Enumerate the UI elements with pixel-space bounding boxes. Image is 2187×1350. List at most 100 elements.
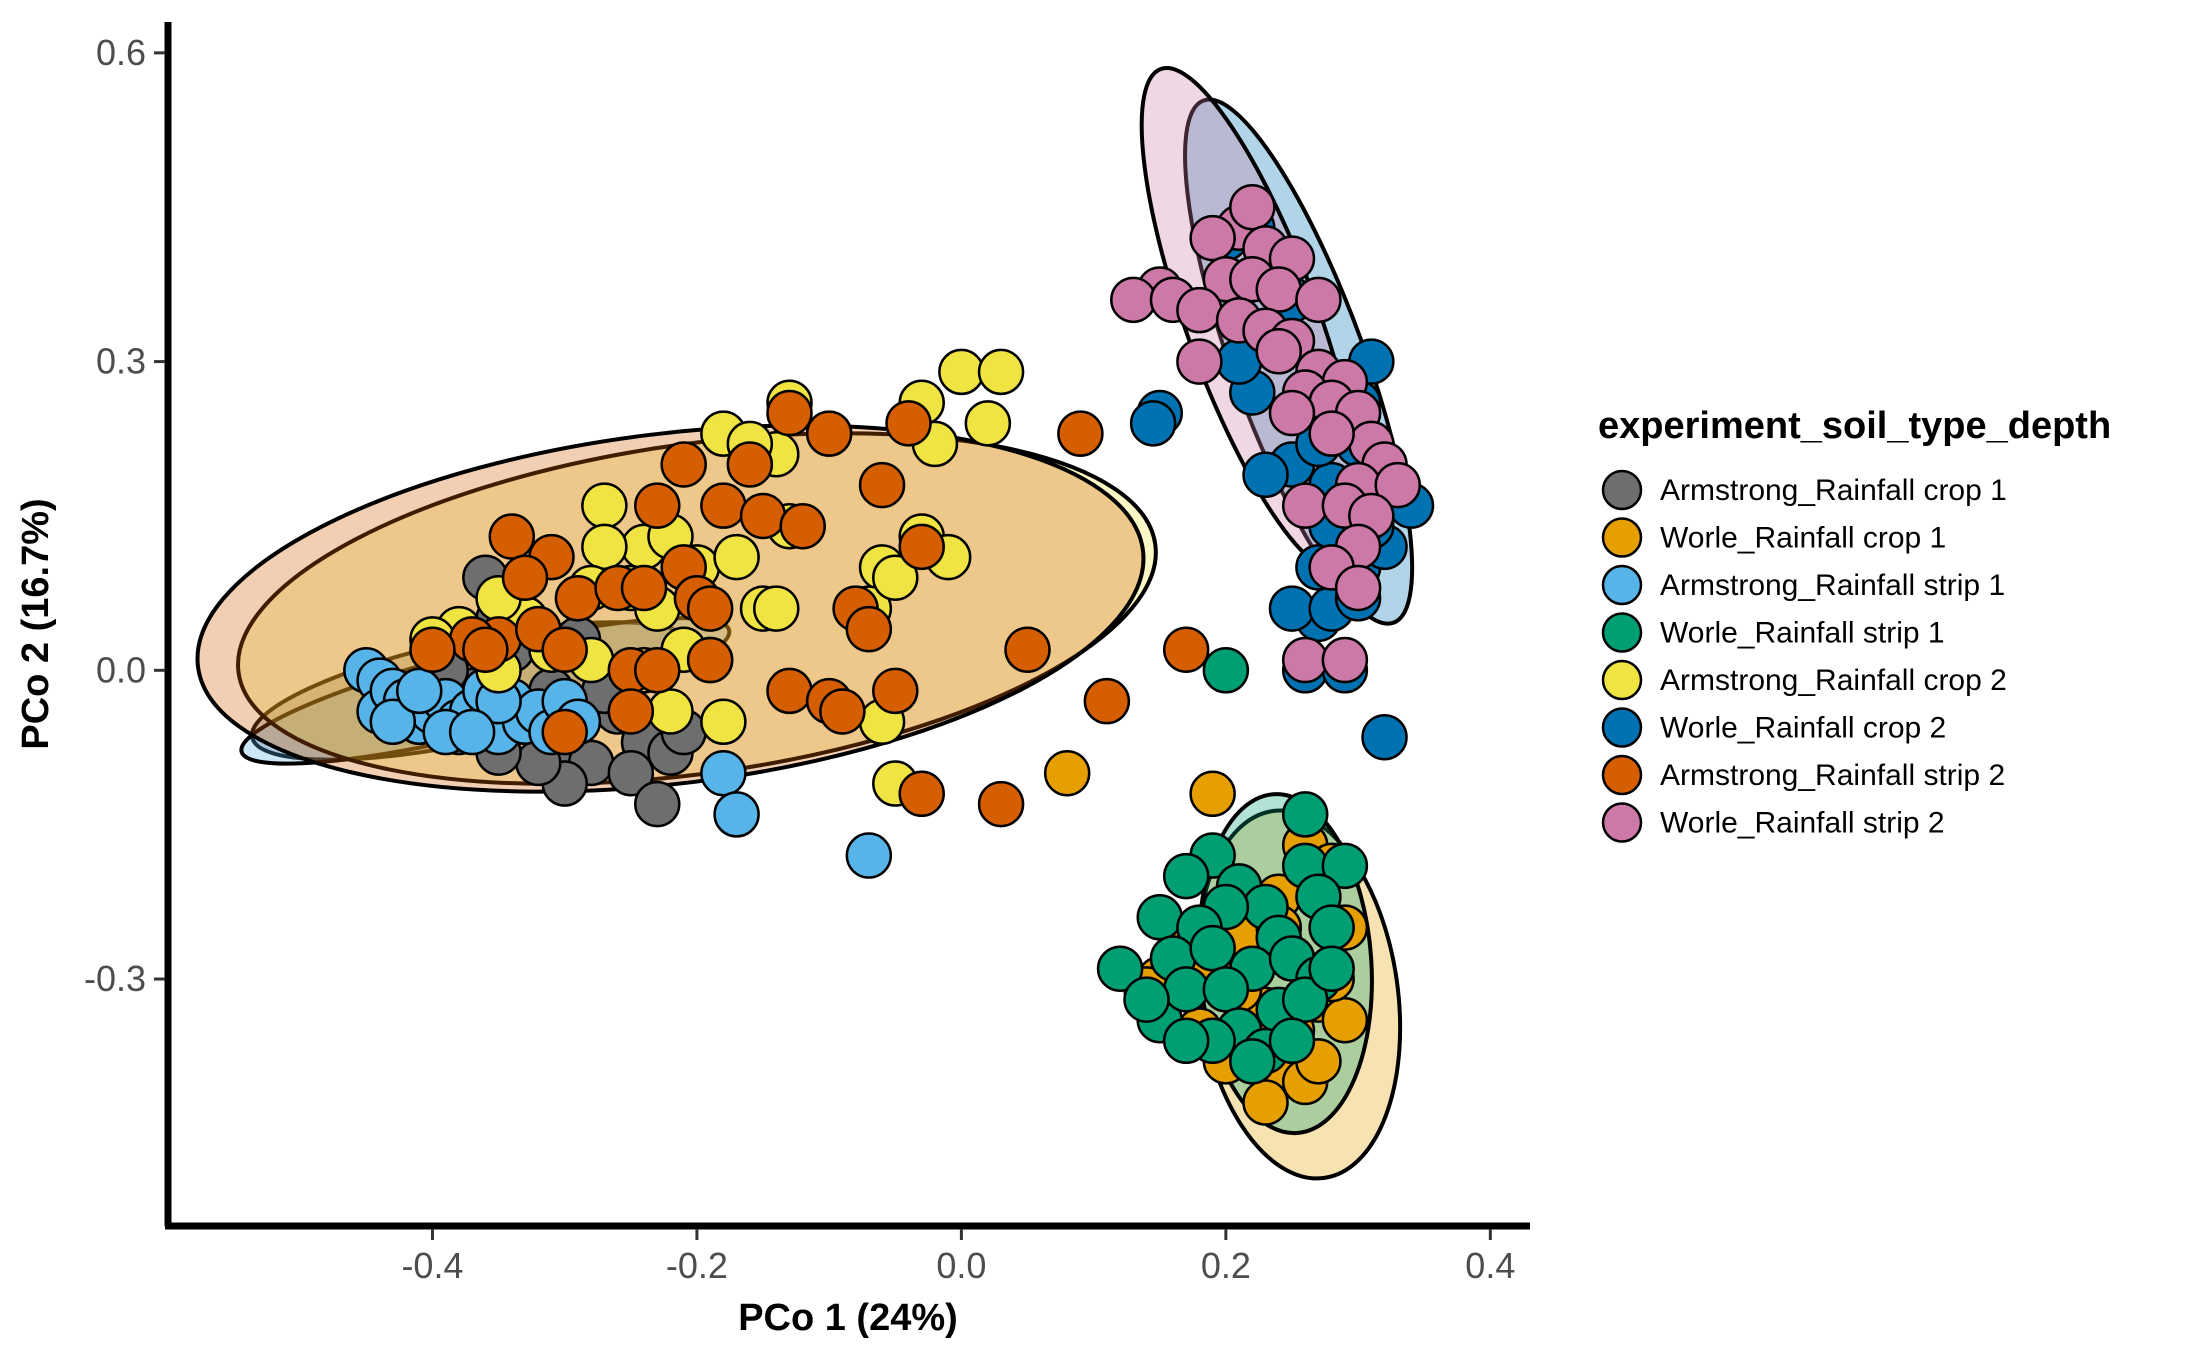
legend-label: Armstrong_Rainfall crop 2 — [1660, 664, 2007, 697]
point-armstrong-rainfall-strip-1 — [395, 667, 443, 715]
x-tick-label: -0.2 — [666, 1245, 728, 1286]
point-armstrong-rainfall-strip-2 — [805, 410, 853, 457]
legend-label: Worle_Rainfall crop 2 — [1660, 712, 1946, 745]
point-worle-rainfall-strip-2 — [1255, 266, 1303, 313]
point-armstrong-rainfall-strip-1 — [448, 708, 496, 756]
point-worle-rainfall-crop-1 — [1242, 1079, 1289, 1126]
point-worle-rainfall-strip-2 — [1268, 389, 1316, 437]
point-worle-rainfall-strip-1 — [1162, 1017, 1210, 1065]
point-armstrong-rainfall-strip-2 — [700, 482, 747, 529]
point-worle-rainfall-strip-2 — [1110, 276, 1157, 324]
axes: -0.4 -0.2 0.0 0.2 0.4 -0.3 0.0 0.3 0.6 PCo 1 (2… — [15, 22, 1530, 1339]
x-ticks: -0.4 -0.2 0.0 0.2 0.4 — [401, 1229, 1515, 1286]
point-worle-rainfall-strip-1 — [1308, 945, 1355, 992]
point-armstrong-rainfall-crop-2 — [977, 348, 1025, 396]
point-armstrong-rainfall-strip-2 — [541, 708, 588, 756]
point-armstrong-rainfall-strip-2 — [686, 585, 734, 632]
legend-label: Worle_Rainfall crop 1 — [1660, 522, 1946, 555]
legend: experiment_soil_type_depth Armstrong_Rai… — [1598, 405, 2111, 843]
legend-label: Worle_Rainfall strip 1 — [1660, 617, 1945, 650]
point-worle-rainfall-strip-1 — [1308, 904, 1355, 951]
point-worle-rainfall-crop-1 — [1189, 770, 1236, 818]
point-armstrong-rainfall-crop-2 — [753, 585, 800, 632]
point-armstrong-rainfall-crop-2 — [713, 533, 760, 581]
point-worle-rainfall-strip-2 — [1189, 214, 1236, 262]
point-worle-rainfall-crop-2 — [1129, 400, 1177, 447]
point-worle-rainfall-strip-2 — [1334, 564, 1382, 612]
y-tick-label: -0.3 — [84, 958, 146, 999]
legend-label: Worle_Rainfall strip 2 — [1660, 807, 1945, 840]
point-armstrong-rainfall-strip-2 — [739, 492, 787, 540]
legend-label: Armstrong_Rainfall crop 1 — [1660, 474, 2007, 507]
x-tick-label: 0.2 — [1201, 1245, 1251, 1286]
point-armstrong-rainfall-strip-2 — [845, 605, 893, 653]
point-armstrong-rainfall-strip-2 — [726, 441, 774, 488]
x-tick-label: 0.4 — [1465, 1245, 1515, 1286]
point-worle-rainfall-strip-2 — [1374, 461, 1422, 509]
x-axis-title: PCo 1 (24%) — [738, 1297, 958, 1339]
point-worle-rainfall-strip-1 — [1096, 945, 1144, 992]
point-worle-rainfall-strip-1 — [1123, 976, 1170, 1023]
y-tick-label: 0.6 — [96, 32, 146, 73]
data-points — [343, 183, 1435, 1126]
legend-key — [1601, 659, 1643, 701]
point-worle-rainfall-strip-1 — [1136, 894, 1183, 941]
point-armstrong-rainfall-strip-2 — [977, 780, 1025, 828]
point-armstrong-rainfall-strip-2 — [819, 688, 866, 735]
point-armstrong-rainfall-crop-2 — [700, 698, 747, 746]
point-armstrong-rainfall-strip-2 — [898, 770, 945, 818]
point-armstrong-rainfall-strip-2 — [620, 564, 668, 612]
point-worle-rainfall-strip-2 — [1281, 636, 1329, 684]
point-worle-rainfall-strip-2 — [1255, 328, 1303, 375]
point-armstrong-rainfall-strip-2 — [462, 626, 509, 673]
point-worle-rainfall-strip-2 — [1229, 183, 1276, 231]
point-armstrong-rainfall-strip-2 — [501, 554, 549, 601]
point-worle-rainfall-strip-1 — [1281, 976, 1329, 1023]
legend-key — [1601, 564, 1643, 606]
x-tick-label: 0.0 — [936, 1245, 986, 1286]
point-worle-rainfall-strip-2 — [1321, 636, 1369, 684]
point-armstrong-rainfall-crop-2 — [938, 348, 985, 396]
legend-key — [1601, 612, 1643, 653]
y-tick-label: 0.3 — [96, 341, 146, 382]
y-axis-title: PCo 2 (16.7%) — [15, 498, 57, 749]
point-worle-rainfall-strip-2 — [1176, 286, 1223, 334]
point-armstrong-rainfall-strip-2 — [607, 688, 655, 735]
legend-key — [1601, 469, 1643, 511]
point-worle-rainfall-strip-1 — [1281, 791, 1329, 838]
point-armstrong-rainfall-strip-2 — [634, 482, 681, 529]
point-armstrong-rainfall-strip-2 — [634, 647, 681, 694]
point-armstrong-rainfall-strip-2 — [488, 513, 536, 560]
point-armstrong-rainfall-crop-1 — [607, 749, 655, 797]
legend-key — [1601, 802, 1643, 843]
point-armstrong-rainfall-crop-2 — [872, 554, 919, 601]
point-worle-rainfall-strip-1 — [1229, 1038, 1276, 1085]
point-armstrong-rainfall-strip-2 — [858, 461, 906, 509]
point-worle-rainfall-crop-2 — [1242, 451, 1289, 499]
point-armstrong-rainfall-strip-2 — [541, 626, 588, 673]
point-armstrong-rainfall-strip-2 — [898, 523, 945, 571]
point-armstrong-rainfall-crop-2 — [964, 400, 1012, 447]
point-armstrong-rainfall-strip-2 — [766, 667, 813, 715]
point-armstrong-rainfall-strip-2 — [1057, 410, 1104, 457]
point-worle-rainfall-crop-2 — [1361, 713, 1408, 761]
legend-label: Armstrong_Rainfall strip 2 — [1660, 759, 2005, 792]
point-armstrong-rainfall-crop-1 — [634, 780, 681, 828]
point-armstrong-rainfall-strip-2 — [779, 502, 826, 550]
point-worle-rainfall-strip-1 — [1202, 966, 1250, 1013]
point-worle-rainfall-strip-2 — [1281, 482, 1329, 529]
legend-title: experiment_soil_type_depth — [1598, 405, 2111, 447]
y-ticks: -0.3 0.0 0.3 0.6 — [84, 32, 165, 999]
point-worle-rainfall-crop-1 — [1043, 749, 1091, 797]
point-armstrong-rainfall-crop-2 — [647, 688, 694, 735]
point-armstrong-rainfall-strip-2 — [1083, 677, 1131, 725]
point-worle-rainfall-strip-1 — [1202, 647, 1250, 694]
point-armstrong-rainfall-strip-2 — [409, 626, 456, 673]
point-worle-rainfall-strip-2 — [1176, 338, 1223, 385]
point-worle-rainfall-strip-1 — [1162, 852, 1210, 900]
point-armstrong-rainfall-strip-2 — [885, 400, 932, 447]
point-worle-rainfall-strip-1 — [1268, 1017, 1316, 1065]
point-armstrong-rainfall-strip-1 — [700, 749, 747, 797]
